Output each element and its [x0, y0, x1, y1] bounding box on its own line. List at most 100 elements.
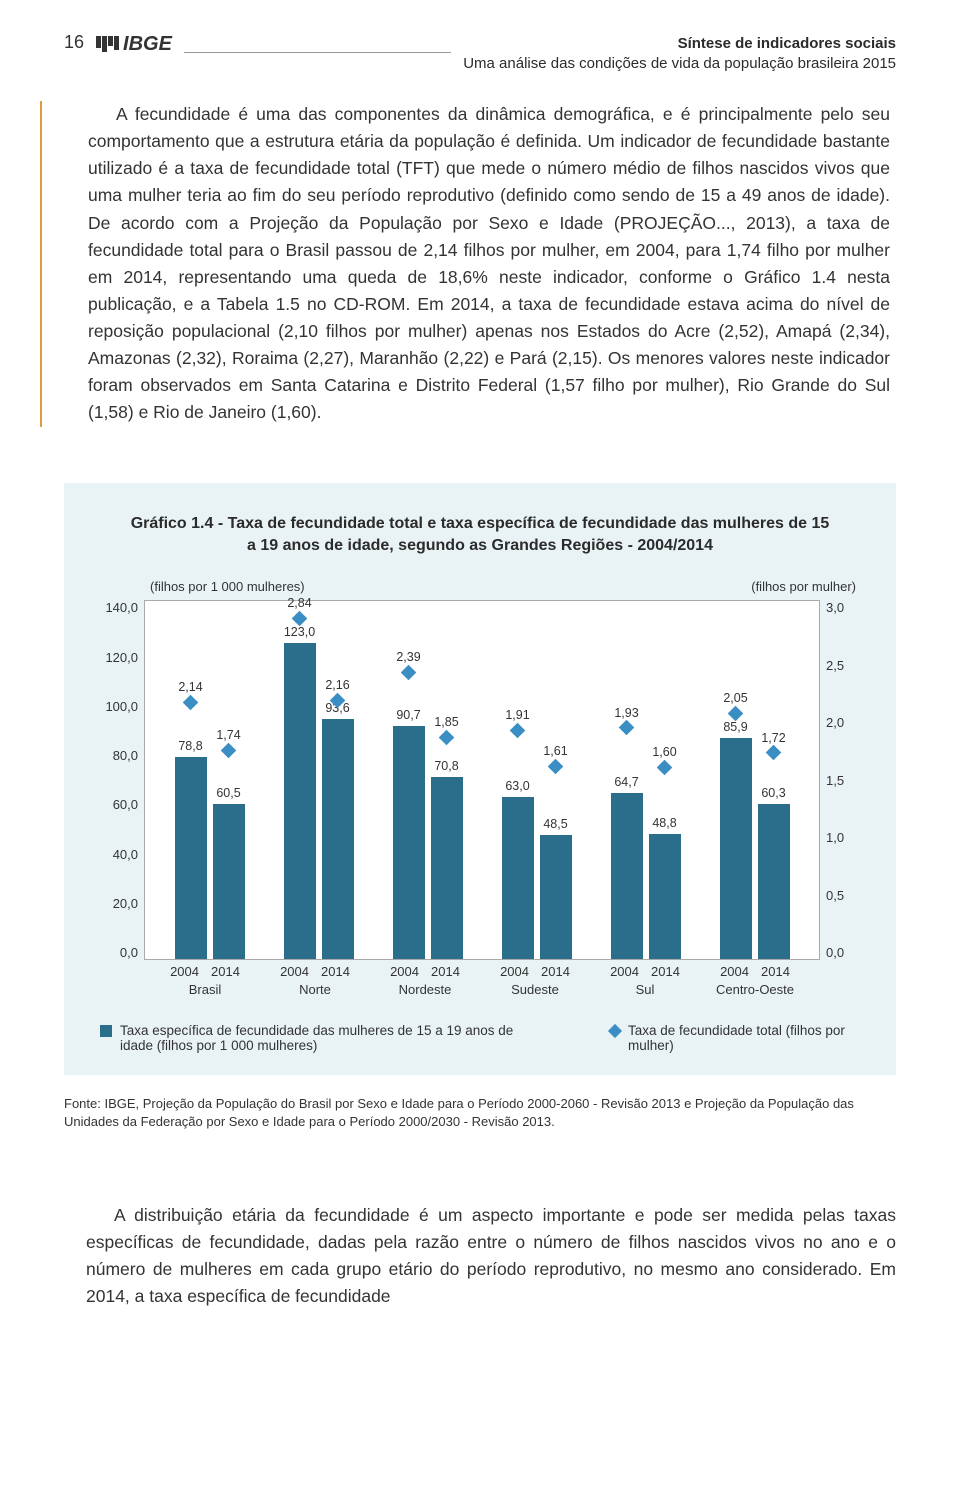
legend-bar: Taxa específica de fecundidade das mulhe… — [100, 1023, 550, 1053]
x-group: 20042014Brasil — [150, 964, 260, 997]
header-title: Síntese de indicadores sociais Uma análi… — [463, 34, 896, 73]
header-title-2: Uma análise das condições de vida da pop… — [463, 54, 896, 74]
ytick-right: 2,5 — [826, 658, 860, 673]
chart-bar: 90,72,39 — [393, 726, 425, 959]
chart-bar: 123,02,84 — [284, 643, 316, 959]
bar-value-label: 60,5 — [213, 786, 245, 800]
chart-point — [510, 722, 526, 738]
right-axis-title: (filhos por mulher) — [751, 579, 856, 594]
logo-text: IBGE — [123, 33, 172, 56]
y-axis-left: 140,0 120,0 100,0 80,0 60,0 40,0 20,0 0,0 — [94, 600, 144, 960]
ytick-right: 0,0 — [826, 945, 860, 960]
bar-value-label: 48,8 — [649, 816, 681, 830]
y-axis-right: 3,02,52,01,51,00,50,0 — [820, 600, 866, 960]
ytick-left: 20,0 — [100, 896, 138, 911]
left-axis-title: (filhos por 1 000 mulheres) — [150, 579, 305, 594]
chart-point — [728, 706, 744, 722]
chart-title: Gráfico 1.4 - Taxa de fecundidade total … — [130, 513, 830, 558]
bar-value-label: 64,7 — [611, 775, 643, 789]
legend-bar-icon — [100, 1025, 112, 1037]
header-title-1: Síntese de indicadores sociais — [463, 34, 896, 54]
chart-bar: 60,31,72 — [758, 804, 790, 959]
point-value-label: 2,39 — [396, 650, 420, 664]
x-year: 2004 — [720, 964, 749, 979]
x-group: 2004 2014 Sul — [590, 964, 700, 997]
x-region: Sul — [590, 982, 700, 997]
chart-bar: 70,81,85 — [431, 777, 463, 959]
ytick-right: 1,5 — [826, 773, 860, 788]
point-value-label: 2,05 — [723, 691, 747, 705]
legend-bar-label: Taxa específica de fecundidade das mulhe… — [120, 1023, 550, 1053]
point-value-label: 1,61 — [543, 744, 567, 758]
point-value-label: 1,91 — [505, 708, 529, 722]
x-year: 2014 — [651, 964, 680, 979]
point-value-label: 2,16 — [325, 678, 349, 692]
x-year: 2014 — [321, 964, 350, 979]
bar-value-label: 70,8 — [431, 759, 463, 773]
header-rule — [184, 52, 451, 53]
x-group: 20042014Norte — [260, 964, 370, 997]
chart-point — [548, 758, 564, 774]
point-value-label: 1,93 — [614, 706, 638, 720]
x-year: 2014 — [431, 964, 460, 979]
chart-1-4: Gráfico 1.4 - Taxa de fecundidade total … — [64, 483, 896, 1076]
chart-point — [221, 743, 237, 759]
ytick-right: 0,5 — [826, 888, 860, 903]
bar-value-label: 78,8 — [175, 739, 207, 753]
ytick-left: 0,0 — [100, 945, 138, 960]
ytick-left: 40,0 — [100, 847, 138, 862]
x-year: 2004 — [610, 964, 639, 979]
ytick-left: 60,0 — [100, 797, 138, 812]
x-year: 2014 — [211, 964, 240, 979]
chart-group: 78,82,1460,51,74 — [155, 601, 264, 959]
point-value-label: 2,84 — [287, 596, 311, 610]
x-region: Sudeste — [480, 982, 590, 997]
x-year: 2014 — [541, 964, 570, 979]
page-header: 16 IBGE Síntese de indicadores sociais U… — [64, 32, 896, 73]
chart-bar: 48,81,60 — [649, 834, 681, 959]
chart-bar: 64,71,93 — [611, 793, 643, 959]
logo-mark-icon — [96, 36, 119, 52]
ytick-left: 80,0 — [100, 748, 138, 763]
x-group: 20042014Nordeste — [370, 964, 480, 997]
x-year: 2004 — [280, 964, 309, 979]
bar-value-label: 85,9 — [720, 720, 752, 734]
legend-point-label: Taxa de fecundidade total (filhos por mu… — [628, 1023, 848, 1053]
x-axis: 20042014Brasil20042014Norte20042014Norde… — [94, 960, 866, 997]
chart-point — [766, 745, 782, 761]
ytick-right: 2,0 — [826, 715, 860, 730]
chart-legend: Taxa específica de fecundidade das mulhe… — [94, 1023, 866, 1053]
chart-point — [292, 611, 308, 627]
ibge-logo: IBGE — [96, 33, 172, 56]
bar-value-label: 90,7 — [393, 708, 425, 722]
ytick-left: 100,0 — [100, 699, 138, 714]
chart-bar: 60,51,74 — [213, 804, 245, 960]
page-number: 16 — [64, 32, 84, 53]
bar-value-label: 63,0 — [502, 779, 534, 793]
chart-plot-area: 78,82,1460,51,74123,02,8493,62,1690,72,3… — [144, 600, 820, 960]
chart-group: 63,01,9148,51,61 — [482, 601, 591, 959]
chart-point — [439, 730, 455, 746]
chart-point — [619, 720, 635, 736]
point-value-label: 1,72 — [761, 731, 785, 745]
ytick-left: 140,0 — [100, 600, 138, 615]
x-region: Brasil — [150, 982, 260, 997]
chart-group: 85,92,0560,31,72 — [700, 601, 809, 959]
legend-point: Taxa de fecundidade total (filhos por mu… — [610, 1023, 848, 1053]
paragraph-1: A fecundidade é uma das componentes da d… — [40, 101, 896, 427]
x-region: Centro-Oeste — [700, 982, 810, 997]
ytick-left: 120,0 — [100, 650, 138, 665]
chart-bar: 48,51,61 — [540, 835, 572, 960]
point-value-label: 1,60 — [652, 745, 676, 759]
legend-point-icon — [608, 1024, 622, 1038]
chart-group: 90,72,3970,81,85 — [373, 601, 482, 959]
bar-value-label: 60,3 — [758, 786, 790, 800]
chart-bar: 93,62,16 — [322, 719, 354, 960]
chart-bar: 85,92,05 — [720, 738, 752, 959]
paragraph-2: A distribuição etária da fecundidade é u… — [64, 1202, 896, 1311]
chart-source: Fonte: IBGE, Projeção da População do Br… — [64, 1095, 896, 1131]
x-group: 2004 2014 Sudeste — [480, 964, 590, 997]
x-year: 2004 — [500, 964, 529, 979]
bar-value-label: 48,5 — [540, 817, 572, 831]
point-value-label: 1,85 — [434, 715, 458, 729]
